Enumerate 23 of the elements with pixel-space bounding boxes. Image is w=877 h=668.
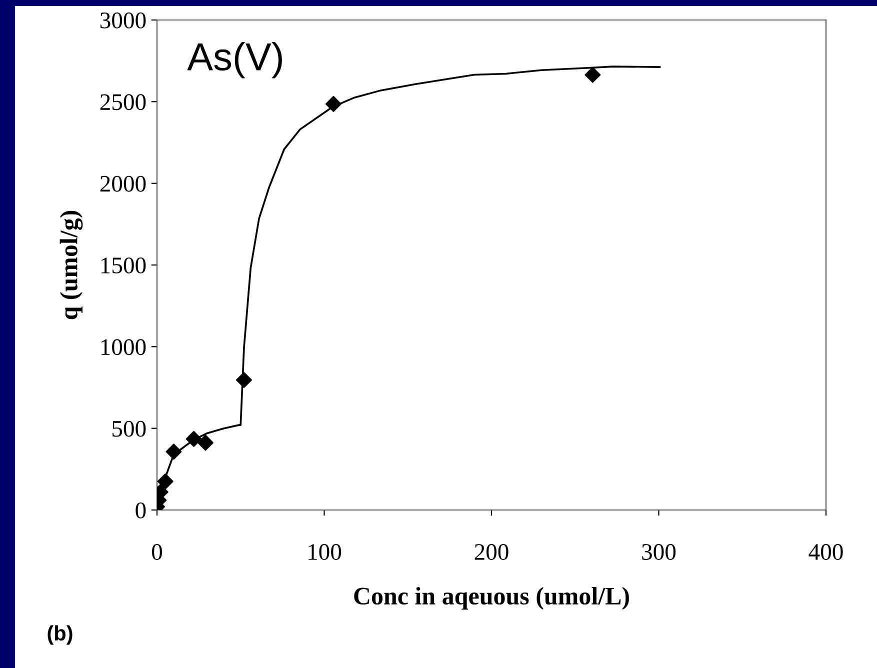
point <box>198 434 214 451</box>
point <box>157 473 174 490</box>
y-tick-label: 1000 <box>101 339 146 356</box>
point <box>186 430 202 447</box>
x-tick-label: 300 <box>642 544 676 560</box>
y-axis-title: q (umol/g) <box>60 210 83 320</box>
y-tick-label: 3000 <box>100 12 146 28</box>
point <box>325 96 342 112</box>
y-tick-label: 500 <box>112 420 146 437</box>
annotation: As(V) <box>187 42 282 78</box>
y-tick-label: 2500 <box>100 94 146 110</box>
y-tick-label: 1500 <box>101 257 146 274</box>
x-tick-label: 400 <box>808 544 843 560</box>
y-tick-label: 0 <box>136 502 146 518</box>
point <box>236 372 252 388</box>
y-tick-label: 2000 <box>100 176 146 192</box>
x-tick-label: 200 <box>474 544 508 560</box>
x-tick-label: 100 <box>308 544 342 560</box>
point <box>584 66 601 83</box>
x-tick-label: 0 <box>152 544 162 560</box>
x-axis-title: Conc in aqeuous (umol/L) <box>354 586 629 610</box>
text: (b) <box>48 625 72 645</box>
point <box>166 444 182 460</box>
